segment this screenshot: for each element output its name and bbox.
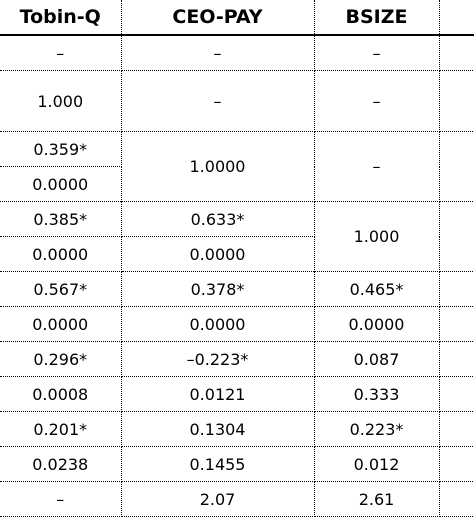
table-cell-merged: 1.0000 [120,131,315,202]
table-cell: 0.333 [313,376,440,412]
table-cell: 0.0121 [120,376,315,412]
header-row: Tobin-Q CEO-PAY BSIZE [0,0,474,36]
table-cell: – [120,70,315,132]
table-row: 0.385* 0.633* 1.000 [0,201,474,272]
table-cell: 0.465* [313,271,440,307]
table-cell: 0.087 [313,341,440,377]
header-tobin-q: Tobin-Q [0,0,122,36]
table-cell-empty [438,341,474,377]
table-cell-empty [438,70,474,132]
table-cell: – [313,70,440,132]
table-cell-empty [438,35,474,71]
table-row: 0.0008 0.0121 0.333 [0,376,474,412]
table-cell: 0.0000 [0,236,122,272]
table-row: 0.296* –0.223* 0.087 [0,341,474,377]
table-row: – – – [0,35,474,71]
table-cell: 0.633* [120,201,315,237]
table-cell: 0.1455 [120,446,315,482]
table-cell: –0.223* [120,341,315,377]
table-cell: 0.385* [0,201,122,237]
table-row: 0.0238 0.1455 0.012 [0,446,474,482]
table-cell: 0.0000 [0,306,122,342]
table-cell: 2.07 [120,481,315,517]
table-row: 0.201* 0.1304 0.223* [0,411,474,447]
table-cell-empty [438,376,474,412]
table-cell-empty [438,271,474,307]
table-cell: 0.0000 [313,306,440,342]
table-cell: 0.0000 [0,166,122,202]
table-cell-empty [438,411,474,447]
table-cell-merged: 1.000 [313,201,440,272]
table-cell-merged: – [313,131,440,202]
table-cell-empty [438,306,474,342]
table-cell: 0.296* [0,341,122,377]
table-cell: 0.0238 [0,446,122,482]
table-row: 0.567* 0.378* 0.465* [0,271,474,307]
table-cell: 0.359* [0,131,122,167]
table-cell: – [0,481,122,517]
table-cell: 0.378* [120,271,315,307]
table-cell: – [0,35,122,71]
table-cell: 0.0000 [120,236,315,272]
header-ceo-pay: CEO-PAY [120,0,315,36]
table-cell: 0.0000 [120,306,315,342]
table-cell: 0.0008 [0,376,122,412]
table-cell: 0.1304 [120,411,315,447]
table-cell: 0.223* [313,411,440,447]
table-cell-empty [438,131,474,202]
table-cell: 0.012 [313,446,440,482]
table-row: – 2.07 2.61 [0,481,474,517]
table-cell: 2.61 [313,481,440,517]
table-cell-empty [438,446,474,482]
table-row: 0.0000 [0,166,474,202]
table-row: 0.0000 0.0000 [0,236,474,272]
table-cell: 1.000 [0,70,122,132]
table-cell-empty [438,481,474,517]
table-row: 0.0000 0.0000 0.0000 [0,306,474,342]
table-row: 0.359* 1.0000 – [0,131,474,202]
table-cell: 0.201* [0,411,122,447]
header-bsize: BSIZE [313,0,440,36]
table-cell-empty [438,201,474,272]
table-row: 1.000 – – [0,70,474,132]
header-cut-off-column [438,0,474,36]
table-cell: – [313,35,440,71]
table-cell: 0.567* [0,271,122,307]
table-cell: – [120,35,315,71]
